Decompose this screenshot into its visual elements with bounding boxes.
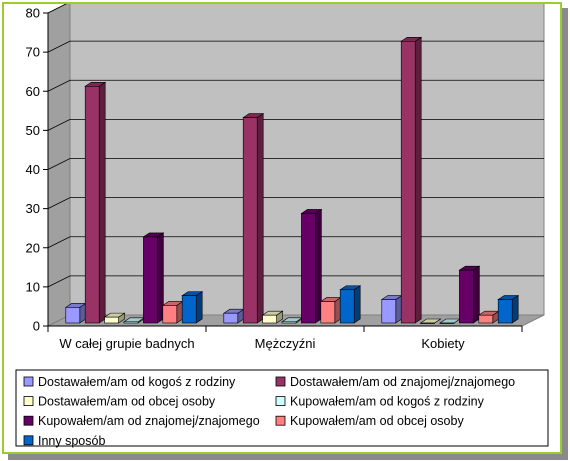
grid-line bbox=[47, 275, 544, 288]
bar bbox=[400, 36, 423, 324]
legend-item: Kupowałem/am od kogoś z rodziny bbox=[275, 395, 485, 409]
y-tick-label: 20 bbox=[26, 240, 40, 255]
legend-swatch bbox=[23, 396, 34, 407]
legend-label: Dostawałem/am od znajomej/znajomego bbox=[290, 375, 515, 389]
y-tick-label: 50 bbox=[26, 123, 40, 138]
legend-label: Dostawałem/am od kogoś z rodziny bbox=[38, 375, 236, 389]
x-tick-label: Kobiety bbox=[421, 336, 465, 351]
bar bbox=[419, 318, 442, 324]
bar bbox=[222, 308, 245, 324]
legend-label: Inny sposób bbox=[38, 434, 105, 448]
legend-swatch bbox=[23, 376, 34, 387]
legend-swatch bbox=[275, 415, 286, 426]
legend-item: Dostawałem/am od kogoś z rodziny bbox=[23, 375, 236, 389]
bar bbox=[181, 291, 204, 324]
legend: Dostawałem/am od kogoś z rodziny Dostawał… bbox=[15, 369, 549, 448]
grid-line bbox=[47, 236, 544, 249]
y-tick-label: 0 bbox=[33, 319, 40, 334]
bar bbox=[142, 232, 165, 324]
bar bbox=[261, 310, 284, 324]
bar bbox=[103, 312, 126, 324]
y-tick-label: 70 bbox=[26, 45, 40, 60]
legend-item: Inny sposób bbox=[23, 434, 105, 448]
bar bbox=[439, 318, 461, 324]
grid-line bbox=[47, 40, 544, 53]
bar bbox=[497, 294, 520, 324]
legend-swatch bbox=[275, 396, 286, 407]
legend-item: Kupowałem/am od obcej osoby bbox=[275, 414, 464, 428]
y-tick-label: 60 bbox=[26, 84, 40, 99]
grid-line bbox=[47, 158, 544, 170]
x-axis: W całej grupie badnych Mężczyźni Kobiety bbox=[47, 325, 523, 351]
bar bbox=[477, 310, 500, 324]
grid-line bbox=[47, 79, 544, 92]
bar bbox=[281, 317, 303, 324]
y-tick-label: 80 bbox=[26, 6, 40, 21]
y-tick-label: 30 bbox=[26, 201, 40, 216]
y-axis: 0 10 20 30 40 50 60 70 80 bbox=[26, 6, 49, 334]
legend-swatch bbox=[275, 376, 286, 387]
legend-swatch bbox=[23, 435, 34, 446]
bar bbox=[300, 208, 323, 324]
x-tick-label: Mężczyźni bbox=[255, 336, 316, 351]
legend-label: Kupowałem/am od obcej osoby bbox=[290, 414, 464, 428]
grid-line bbox=[47, 118, 544, 131]
legend-item: Dostawałem/am od znajomej/znajomego bbox=[275, 375, 515, 389]
bar bbox=[380, 294, 403, 324]
legend-label: Kupowałem/am od znajomej/znajomego bbox=[38, 414, 260, 428]
legend-label: Kupowałem/am od kogoś z rodziny bbox=[290, 395, 485, 409]
bars bbox=[64, 36, 520, 324]
chart-frame: 0 10 20 30 40 50 60 70 80 W całej grupie badnych… bbox=[2, 1, 562, 454]
bar bbox=[64, 302, 87, 324]
bar bbox=[84, 81, 107, 324]
bar bbox=[339, 285, 362, 324]
grid-line bbox=[47, 197, 544, 209]
x-tick-label: W całej grupie badnych bbox=[59, 336, 194, 351]
bar bbox=[458, 265, 481, 324]
bar bbox=[319, 296, 342, 324]
y-tick-label: 10 bbox=[26, 279, 40, 294]
legend-box bbox=[15, 369, 549, 447]
legend-swatch bbox=[23, 415, 34, 426]
legend-item: Kupowałem/am od znajomej/znajomego bbox=[23, 414, 260, 428]
y-tick-label: 40 bbox=[26, 162, 40, 177]
bar bbox=[161, 300, 184, 324]
legend-label: Dostawałem/am od obcej osoby bbox=[38, 395, 216, 409]
bar-chart: 0 10 20 30 40 50 60 70 80 W całej grupie badnych… bbox=[15, 1, 549, 448]
bar bbox=[242, 113, 265, 324]
grid-lines bbox=[47, 1, 544, 288]
legend-item: Dostawałem/am od obcej osoby bbox=[23, 395, 216, 409]
